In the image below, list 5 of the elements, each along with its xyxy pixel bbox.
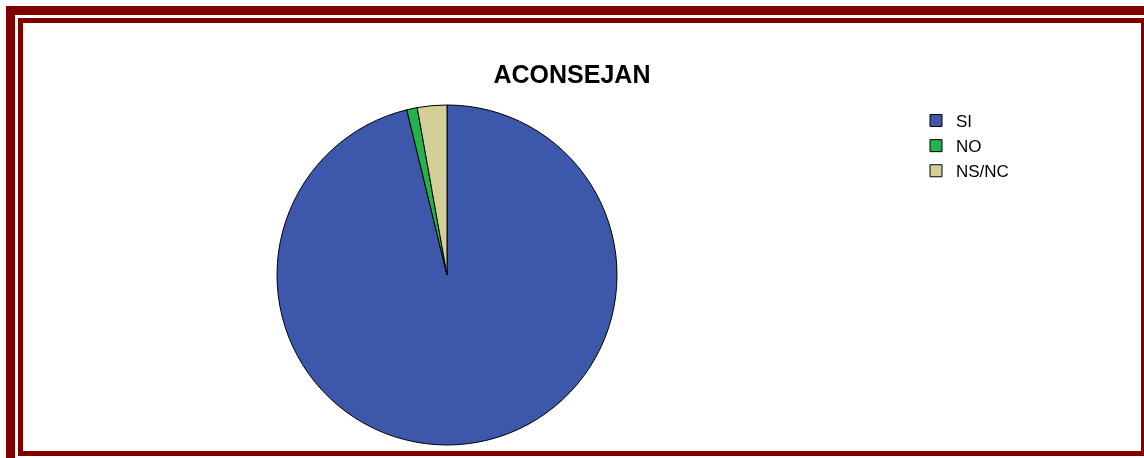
legend-label: NS/NC (956, 162, 1009, 182)
legend-label: NO (956, 137, 982, 157)
legend-label: SI (956, 112, 973, 132)
pie-slice (276, 104, 618, 446)
chart-title: ACONSEJAN (493, 59, 651, 88)
